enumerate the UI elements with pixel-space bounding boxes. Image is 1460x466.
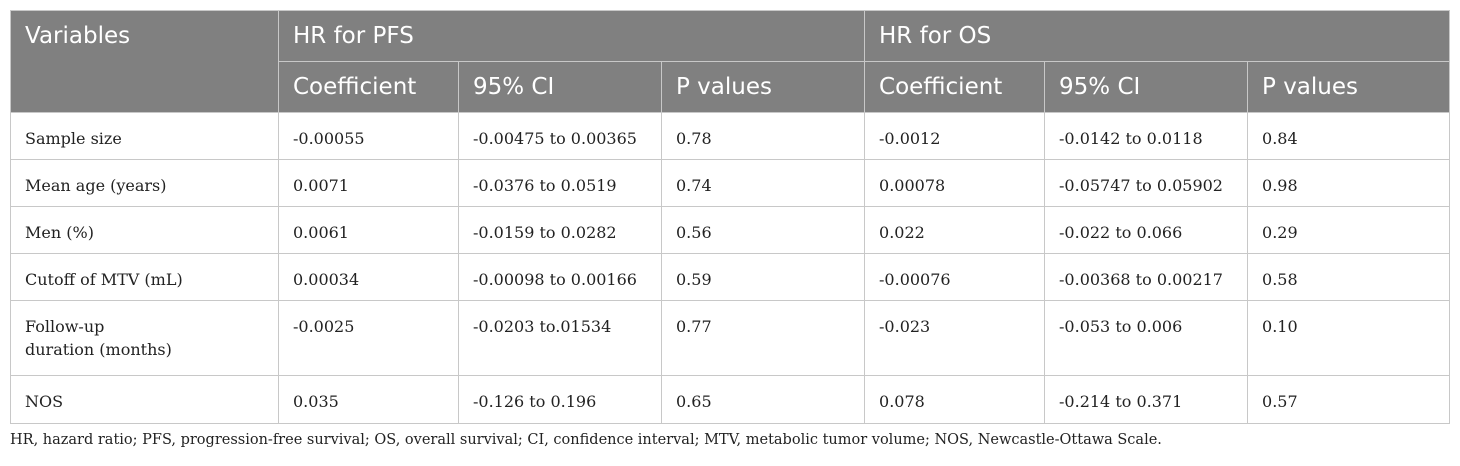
cell-variable: NOS [10, 375, 279, 424]
cell-os-ci: -0.214 to 0.371 [1044, 375, 1249, 424]
cell-os-coefficient: -0.00076 [864, 253, 1046, 301]
cell-pfs-coefficient: 0.0061 [278, 206, 459, 254]
cell-variable: Follow-up duration (months) [10, 300, 279, 376]
cell-pfs-p: 0.77 [660, 300, 866, 376]
cell-os-ci: -0.022 to 0.066 [1044, 206, 1249, 254]
cell-os-ci: -0.0142 to 0.0118 [1044, 112, 1249, 160]
cell-pfs-ci: -0.00098 to 0.00166 [458, 253, 662, 301]
table-row: NOS 0.035 -0.126 to 0.196 0.65 0.078 -0.… [10, 375, 1451, 424]
cell-os-p: 0.10 [1247, 300, 1451, 376]
cell-pfs-p: 0.78 [660, 112, 866, 160]
table-footnote: HR, hazard ratio; PFS, progression-free … [10, 432, 1162, 448]
cell-os-coefficient: 0.00078 [864, 159, 1046, 207]
cell-os-coefficient: -0.023 [864, 300, 1046, 376]
table-row: Follow-up duration (months) -0.0025 -0.02… [10, 300, 1451, 376]
table-body: Sample size -0.00055 -0.00475 to 0.00365… [10, 112, 1451, 424]
cell-variable-line1: Follow-up [25, 317, 105, 336]
cell-os-coefficient: 0.078 [864, 375, 1046, 424]
cell-pfs-p: 0.59 [660, 253, 866, 301]
cell-pfs-coefficient: -0.00055 [278, 112, 459, 160]
cell-pfs-ci: -0.0376 to 0.0519 [458, 159, 662, 207]
cell-variable: Mean age (years) [10, 159, 279, 207]
cell-os-coefficient: 0.022 [864, 206, 1046, 254]
table-row: Sample size -0.00055 -0.00475 to 0.00365… [10, 112, 1451, 160]
header-hr-pfs: HR for PFS [278, 10, 866, 62]
cell-os-p: 0.84 [1247, 112, 1451, 160]
cell-os-ci: -0.05747 to 0.05902 [1044, 159, 1249, 207]
cell-pfs-coefficient: -0.0025 [278, 300, 459, 376]
cell-pfs-coefficient: 0.035 [278, 375, 459, 424]
header-row-group: Variables HR for PFS HR for OS [10, 10, 1450, 113]
cell-os-ci: -0.00368 to 0.00217 [1044, 253, 1249, 301]
cell-pfs-coefficient: 0.00034 [278, 253, 459, 301]
table-row: Cutoff of MTV (mL) 0.00034 -0.00098 to 0… [10, 253, 1451, 301]
cell-os-p: 0.98 [1247, 159, 1451, 207]
cell-os-p: 0.58 [1247, 253, 1451, 301]
cell-pfs-coefficient: 0.0071 [278, 159, 459, 207]
cell-pfs-ci: -0.126 to 0.196 [458, 375, 662, 424]
cell-os-coefficient: -0.0012 [864, 112, 1046, 160]
meta-regression-table: Variables HR for PFS HR for OS Coefficie… [10, 10, 1451, 424]
cell-variable: Cutoff of MTV (mL) [10, 253, 279, 301]
header-pfs-ci: 95% CI [458, 61, 662, 113]
results-table-container: Variables HR for PFS HR for OS Coefficie… [10, 10, 1451, 424]
cell-pfs-ci: -0.0203 to.01534 [458, 300, 662, 376]
header-pfs-p: P values [661, 61, 866, 113]
cell-pfs-p: 0.74 [660, 159, 866, 207]
cell-pfs-p: 0.65 [660, 375, 866, 424]
cell-variable: Men (%) [10, 206, 279, 254]
cell-os-p: 0.29 [1247, 206, 1451, 254]
cell-pfs-ci: -0.00475 to 0.00365 [458, 112, 662, 160]
cell-variable-line2: duration (months) [25, 340, 172, 359]
cell-os-p: 0.57 [1247, 375, 1451, 424]
header-os-ci: 95% CI [1044, 61, 1249, 113]
header-os-p: P values [1247, 61, 1450, 113]
cell-os-ci: -0.053 to 0.006 [1044, 300, 1249, 376]
table-header: Variables HR for PFS HR for OS Coefficie… [10, 10, 1450, 113]
header-pfs-coefficient: Coefficient [278, 61, 459, 113]
table-row: Mean age (years) 0.0071 -0.0376 to 0.051… [10, 159, 1451, 207]
table-row: Men (%) 0.0061 -0.0159 to 0.0282 0.56 0.… [10, 206, 1451, 254]
header-hr-os: HR for OS [864, 10, 1450, 62]
cell-variable: Sample size [10, 112, 279, 160]
header-os-coefficient: Coefficient [864, 61, 1046, 113]
cell-pfs-p: 0.56 [660, 206, 866, 254]
cell-pfs-ci: -0.0159 to 0.0282 [458, 206, 662, 254]
header-variables: Variables [10, 10, 279, 113]
